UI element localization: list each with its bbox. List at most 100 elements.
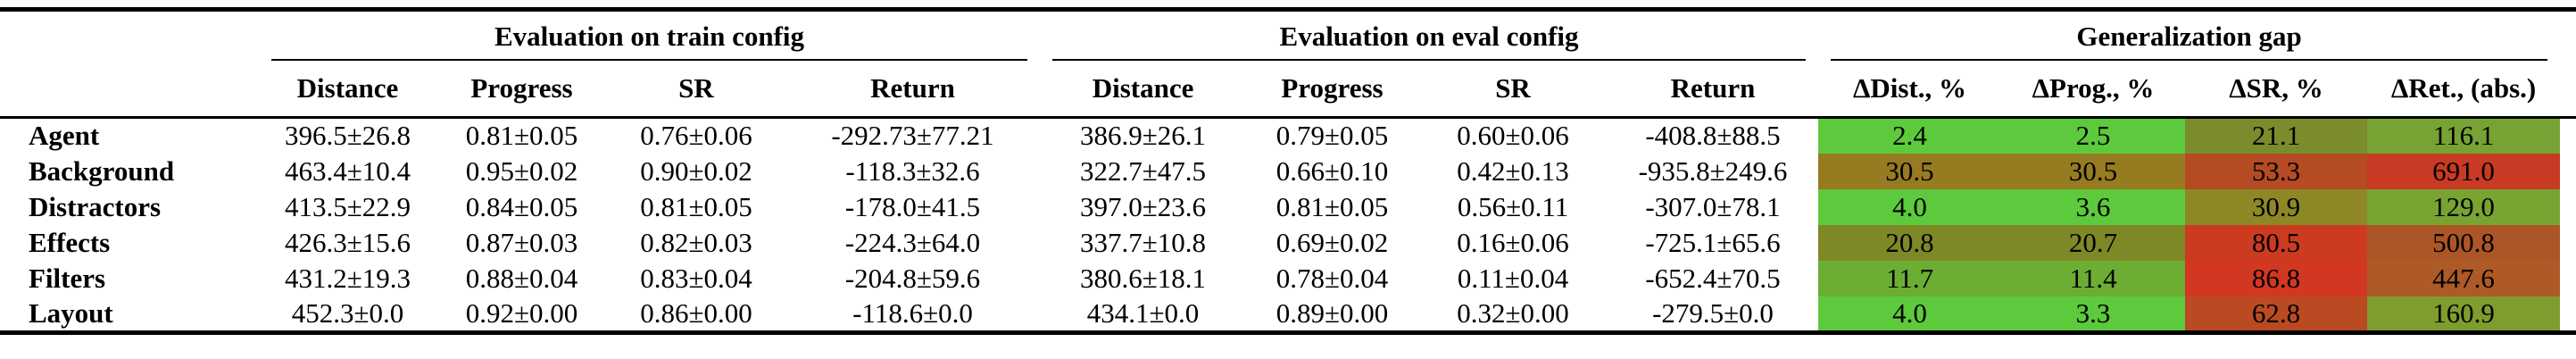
corner-blank (0, 7, 259, 61)
table-row: Filters 431.2±19.3 0.88±0.04 0.83±0.04 -204.… (0, 260, 2576, 296)
cell-gap-0: 4.0 (1818, 188, 2002, 225)
cell-gap-2: 30.9 (2185, 188, 2368, 225)
cell-gap-1: 30.5 (2001, 153, 2186, 189)
cell-eval-2: 0.56±0.11 (1457, 190, 1569, 222)
col-header-gap-prog: ΔProg., % (2001, 61, 2186, 119)
cell-gap-0: 30.5 (1818, 153, 2002, 189)
cell-eval-3: -725.1±65.6 (1645, 226, 1781, 258)
row-filler (2560, 154, 2576, 189)
cell-train-0: 426.3±15.6 (284, 226, 411, 258)
cell-eval-1: 0.78±0.04 (1276, 262, 1389, 294)
col-header-eval-distance: Distance (1040, 61, 1247, 119)
cell-gap-1: 2.5 (2001, 117, 2186, 154)
row-filler (2560, 296, 2576, 335)
cell-train-0: 463.4±10.4 (284, 154, 411, 187)
cell-eval-1: 0.69±0.02 (1276, 226, 1389, 258)
cell-train-1: 0.95±0.02 (465, 154, 578, 187)
row-label: Agent (29, 120, 100, 152)
cell-gap-3: 691.0 (2367, 153, 2561, 189)
group-header-train-label: Evaluation on train config (271, 21, 1028, 61)
row-label: Distractors (29, 190, 162, 222)
cell-train-2: 0.82±0.03 (640, 226, 752, 258)
row-filler (2560, 118, 2576, 154)
cell-train-1: 0.87±0.03 (465, 226, 578, 258)
cell-gap-0: 11.7 (1818, 260, 2002, 296)
cell-train-2: 0.76±0.06 (640, 120, 752, 152)
cell-train-0: 396.5±26.8 (284, 120, 411, 152)
cell-train-2: 0.86±0.00 (607, 296, 785, 335)
group-header-eval-label: Evaluation on eval config (1052, 21, 1807, 61)
cell-eval-2: 0.32±0.00 (1418, 296, 1608, 335)
cell-train-3: -118.3±32.6 (845, 154, 980, 187)
row-filler (2560, 261, 2576, 296)
col-header-gap-dist: ΔDist., % (1818, 61, 2002, 119)
cell-eval-0: 397.0±23.6 (1080, 190, 1207, 222)
cell-train-0: 431.2±19.3 (284, 262, 411, 294)
cell-gap-2: 80.5 (2185, 224, 2368, 261)
table-row: Distractors 413.5±22.9 0.84±0.05 0.81±0.05 -… (0, 188, 2576, 225)
cell-eval-0: 434.1±0.0 (1040, 296, 1247, 335)
table-body: Agent 396.5±26.8 0.81±0.05 0.76±0.06 -292.73… (0, 117, 2576, 335)
cell-gap-3: 447.6 (2367, 260, 2561, 296)
table-row: Agent 396.5±26.8 0.81±0.05 0.76±0.06 -292.73… (0, 117, 2576, 154)
col-header-train-return: Return (785, 61, 1041, 119)
cell-eval-3: -279.5±0.0 (1608, 296, 1819, 335)
cell-train-3: -292.73±77.21 (831, 120, 994, 152)
results-table: Evaluation on train config Evaluation on… (0, 7, 2576, 335)
cell-train-1: 0.84±0.05 (465, 190, 578, 222)
cell-train-3: -224.3±64.0 (844, 226, 981, 258)
cell-eval-3: -935.8±249.6 (1638, 154, 1788, 187)
cell-train-3: -204.8±59.6 (844, 262, 981, 294)
group-header-gap-label: Generalization gap (1831, 21, 2548, 61)
group-header-train: Evaluation on train config (259, 7, 1041, 61)
col-header-gap-ret: ΔRet., (abs.) (2367, 61, 2561, 119)
col-header-train-sr: SR (607, 61, 785, 119)
column-header-filler (2560, 61, 2576, 119)
column-header-row: Distance Progress SR Return Distance Pro… (0, 61, 2576, 119)
cell-gap-3: 160.9 (2367, 296, 2561, 335)
cell-gap-3: 500.8 (2367, 224, 2561, 261)
cell-eval-2: 0.11±0.04 (1457, 262, 1569, 294)
cell-train-2: 0.83±0.04 (640, 262, 752, 294)
row-label: Filters (29, 262, 106, 294)
cell-train-1: 0.88±0.04 (465, 262, 578, 294)
cell-gap-1: 3.3 (2001, 296, 2186, 335)
row-label: Effects (29, 226, 111, 258)
col-header-eval-sr: SR (1418, 61, 1608, 119)
cell-gap-2: 53.3 (2185, 153, 2368, 189)
cell-gap-0: 4.0 (1818, 296, 2002, 335)
cell-gap-1: 11.4 (2001, 260, 2186, 296)
col-header-gap-sr: ΔSR, % (2185, 61, 2368, 119)
cell-gap-3: 116.1 (2367, 117, 2561, 154)
cell-gap-1: 3.6 (2001, 188, 2186, 225)
cell-train-2: 0.90±0.02 (640, 154, 752, 187)
row-label: Layout (0, 296, 259, 335)
cell-train-0: 413.5±22.9 (284, 190, 411, 222)
cell-eval-1: 0.89±0.00 (1246, 296, 1419, 335)
cell-train-1: 0.92±0.00 (436, 296, 607, 335)
cell-eval-2: 0.16±0.06 (1457, 226, 1569, 258)
cell-train-1: 0.81±0.05 (465, 120, 578, 152)
col-header-eval-progress: Progress (1246, 61, 1419, 119)
cell-eval-3: -408.8±88.5 (1645, 120, 1781, 152)
corner-blank-right (2560, 7, 2576, 61)
row-label-header-blank (0, 61, 259, 119)
cell-train-0: 452.3±0.0 (259, 296, 436, 335)
group-header-row: Evaluation on train config Evaluation on… (0, 7, 2576, 61)
row-label: Background (29, 154, 175, 187)
col-header-eval-return: Return (1608, 61, 1819, 119)
table-row: Layout 452.3±0.0 0.92±0.00 0.86±0.00 -118.6±… (0, 296, 2576, 335)
row-filler (2560, 189, 2576, 225)
cell-train-3: -178.0±41.5 (844, 190, 981, 222)
cell-gap-1: 20.7 (2001, 224, 2186, 261)
cell-eval-2: 0.60±0.06 (1457, 120, 1569, 152)
table-row: Background 463.4±10.4 0.95±0.02 0.90±0.02 -1… (0, 153, 2576, 189)
cell-eval-0: 386.9±26.1 (1080, 120, 1207, 152)
cell-eval-1: 0.79±0.05 (1276, 120, 1389, 152)
cell-gap-0: 2.4 (1818, 117, 2002, 154)
cell-eval-2: 0.42±0.13 (1457, 154, 1569, 187)
row-filler (2560, 225, 2576, 261)
cell-eval-1: 0.66±0.10 (1276, 154, 1389, 187)
cell-gap-2: 86.8 (2185, 260, 2368, 296)
